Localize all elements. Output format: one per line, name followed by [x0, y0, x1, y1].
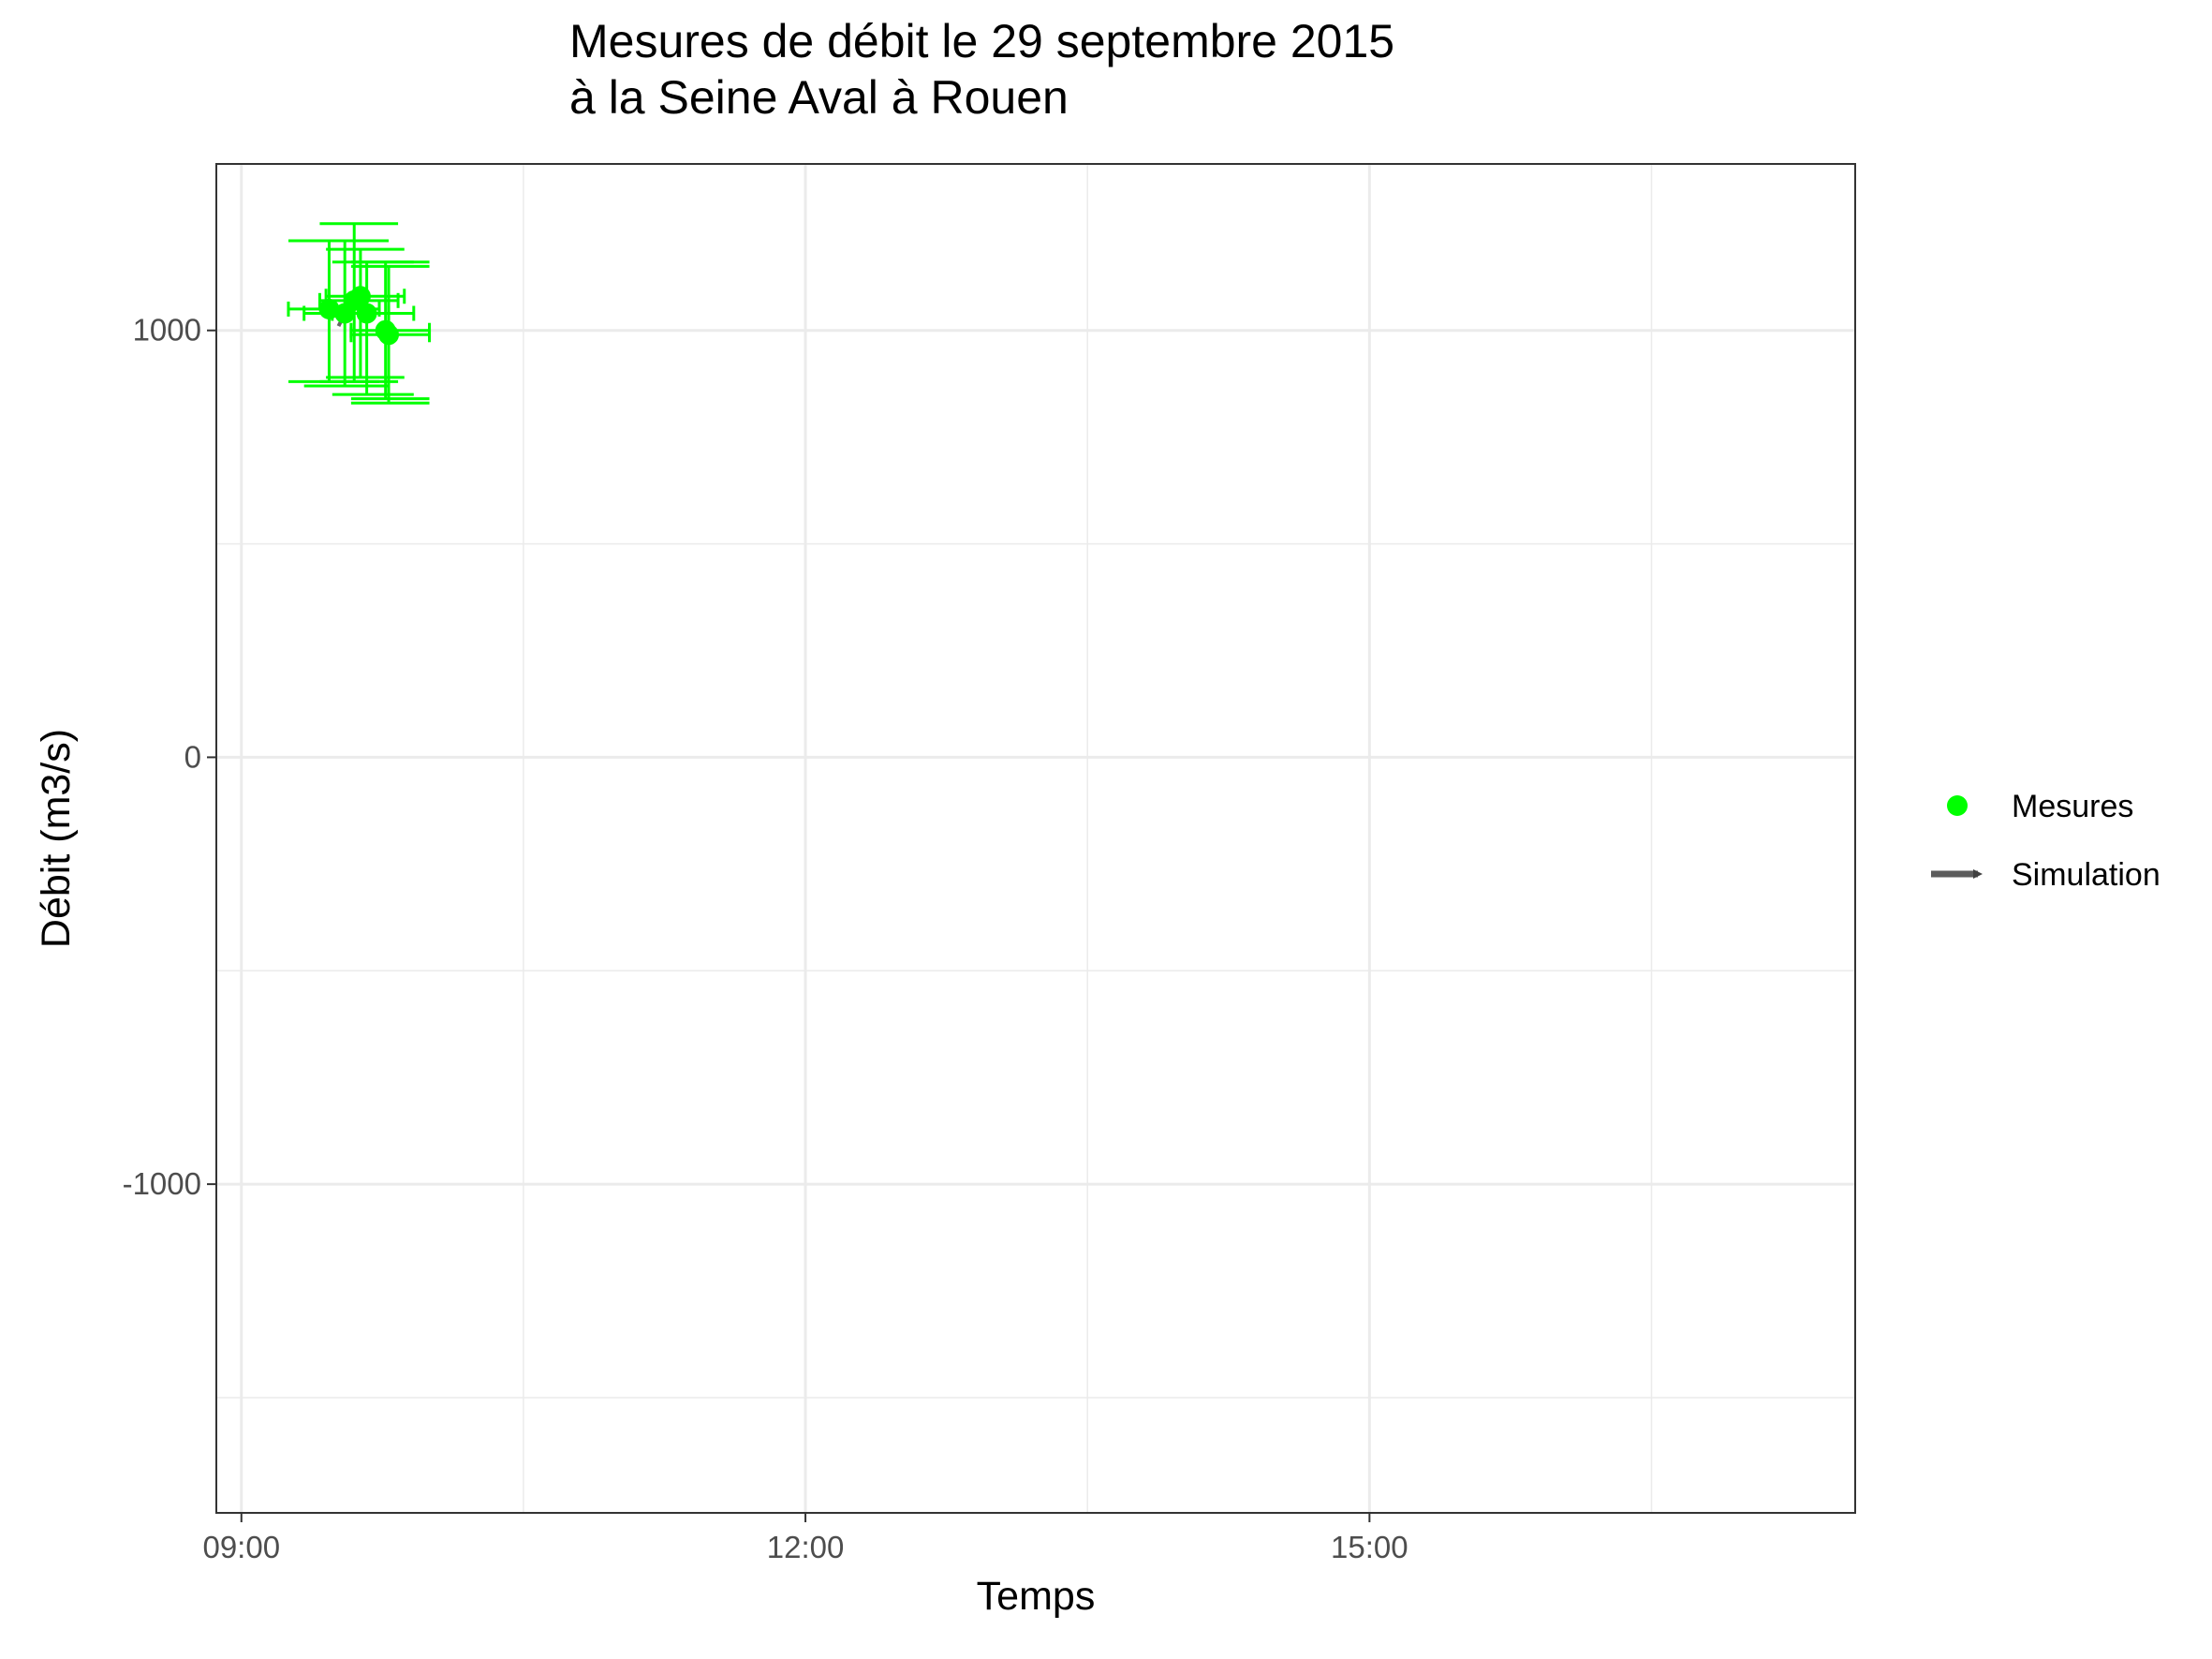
- minor-gridlines: [216, 164, 1855, 1513]
- y-tick-label: -1000: [123, 1166, 201, 1201]
- series-layer: [287, 222, 432, 405]
- plot-panel: [216, 164, 1855, 1513]
- legend-label-mesures: Mesures: [2012, 789, 2133, 824]
- y-axis-title: Débit (m3/s): [34, 729, 79, 948]
- y-tick-label: 1000: [133, 313, 201, 348]
- x-tick-label: 15:00: [1331, 1530, 1408, 1564]
- legend-key-mesures: [1947, 795, 1968, 816]
- data-point: [378, 324, 400, 346]
- plot-border: [215, 163, 1856, 1514]
- x-tick-label: 12:00: [767, 1530, 845, 1564]
- legend: Mesures Simulation: [1931, 789, 2160, 893]
- data-point: [318, 298, 340, 319]
- legend-label-simulation: Simulation: [2012, 857, 2160, 893]
- chart-title: Mesures de débit le 29 septembre 2015: [569, 15, 1394, 67]
- major-gridlines: [216, 164, 1855, 1513]
- y-axis: -1000 0 1000: [123, 313, 216, 1201]
- x-axis: 09:00 12:00 15:00: [202, 1513, 1408, 1564]
- chart-subtitle: à la Seine Aval à Rouen: [569, 71, 1069, 124]
- y-tick-label: 0: [184, 739, 201, 774]
- data-point: [349, 286, 371, 307]
- data-point: [356, 303, 377, 324]
- x-axis-title: Temps: [977, 1574, 1096, 1619]
- x-tick-label: 09:00: [202, 1530, 280, 1564]
